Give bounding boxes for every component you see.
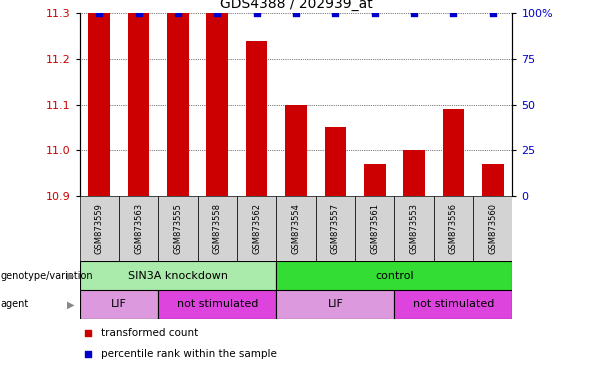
Bar bbox=[246, 41, 267, 196]
Bar bbox=[167, 13, 188, 196]
Bar bbox=[128, 13, 150, 196]
Text: not stimulated: not stimulated bbox=[177, 299, 258, 310]
Text: ▶: ▶ bbox=[67, 270, 75, 281]
FancyBboxPatch shape bbox=[276, 196, 316, 261]
Bar bbox=[442, 109, 464, 196]
Text: LIF: LIF bbox=[111, 299, 127, 310]
FancyBboxPatch shape bbox=[158, 290, 276, 319]
FancyBboxPatch shape bbox=[276, 290, 395, 319]
FancyBboxPatch shape bbox=[80, 261, 276, 290]
FancyBboxPatch shape bbox=[395, 290, 512, 319]
Text: GSM873560: GSM873560 bbox=[488, 203, 497, 254]
Text: agent: agent bbox=[1, 299, 29, 310]
Point bbox=[488, 10, 498, 17]
Bar bbox=[285, 105, 307, 196]
Text: GSM873555: GSM873555 bbox=[173, 203, 183, 254]
Text: genotype/variation: genotype/variation bbox=[1, 270, 93, 281]
FancyBboxPatch shape bbox=[434, 196, 473, 261]
Text: LIF: LIF bbox=[327, 299, 343, 310]
Point bbox=[134, 10, 143, 17]
FancyBboxPatch shape bbox=[119, 196, 158, 261]
Point bbox=[94, 10, 104, 17]
FancyBboxPatch shape bbox=[237, 196, 276, 261]
Text: GSM873558: GSM873558 bbox=[213, 203, 222, 254]
Text: GSM873556: GSM873556 bbox=[449, 203, 458, 254]
FancyBboxPatch shape bbox=[80, 290, 158, 319]
Point bbox=[291, 10, 300, 17]
Bar bbox=[325, 127, 346, 196]
Point bbox=[370, 53, 379, 59]
Bar bbox=[403, 150, 425, 196]
Text: GSM873561: GSM873561 bbox=[370, 203, 379, 254]
FancyBboxPatch shape bbox=[316, 196, 355, 261]
Point bbox=[252, 10, 262, 17]
Bar bbox=[364, 164, 386, 196]
Text: GSM873557: GSM873557 bbox=[331, 203, 340, 254]
Text: SIN3A knockdown: SIN3A knockdown bbox=[128, 270, 228, 281]
Text: GSM873554: GSM873554 bbox=[292, 203, 300, 254]
Point bbox=[449, 10, 458, 17]
Text: GSM873553: GSM873553 bbox=[409, 203, 419, 254]
FancyBboxPatch shape bbox=[197, 196, 237, 261]
Text: GSM873562: GSM873562 bbox=[252, 203, 261, 254]
FancyBboxPatch shape bbox=[80, 196, 119, 261]
FancyBboxPatch shape bbox=[355, 196, 395, 261]
Text: not stimulated: not stimulated bbox=[413, 299, 494, 310]
Text: GSM873559: GSM873559 bbox=[95, 203, 104, 254]
Bar bbox=[206, 13, 228, 196]
Point bbox=[370, 245, 379, 251]
Bar bbox=[482, 164, 504, 196]
Text: GSM873563: GSM873563 bbox=[134, 203, 143, 254]
Title: GDS4388 / 202939_at: GDS4388 / 202939_at bbox=[220, 0, 372, 11]
Point bbox=[409, 10, 419, 17]
Text: ▶: ▶ bbox=[67, 299, 75, 310]
Text: control: control bbox=[375, 270, 413, 281]
FancyBboxPatch shape bbox=[158, 196, 197, 261]
Text: percentile rank within the sample: percentile rank within the sample bbox=[101, 349, 277, 359]
Text: transformed count: transformed count bbox=[101, 328, 198, 338]
Bar bbox=[88, 13, 110, 196]
Point bbox=[213, 10, 222, 17]
FancyBboxPatch shape bbox=[276, 261, 512, 290]
Point bbox=[330, 10, 340, 17]
FancyBboxPatch shape bbox=[395, 196, 434, 261]
Point bbox=[173, 10, 183, 17]
FancyBboxPatch shape bbox=[473, 196, 512, 261]
Point bbox=[370, 10, 379, 17]
